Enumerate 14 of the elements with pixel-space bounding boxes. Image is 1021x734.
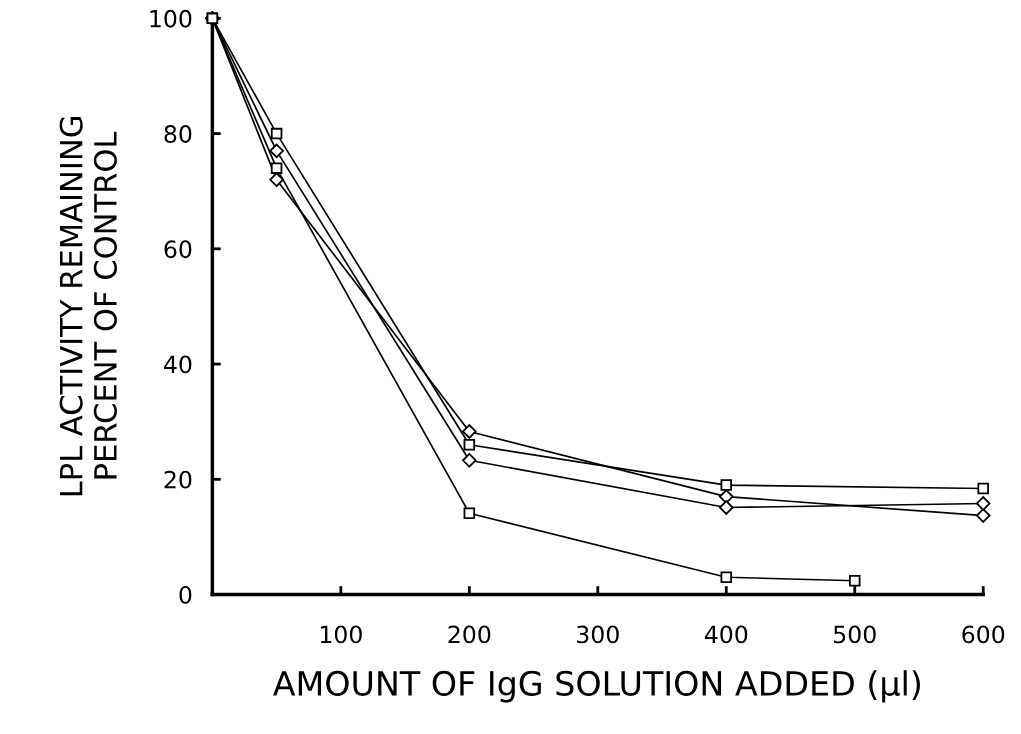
- x-tick-label: 400: [704, 625, 748, 644]
- y-tick-label: 0: [179, 585, 192, 604]
- y-tick-label: 60: [164, 240, 192, 259]
- y-tick-label: 100: [150, 9, 192, 28]
- y-axis-title: LPL ACTIVITY REMAINING PERCENT OF CONTROL: [59, 117, 117, 496]
- x-tick-label: 300: [577, 625, 619, 644]
- y-tick-label: 20: [164, 470, 192, 489]
- y-tick-label: 80: [164, 125, 192, 143]
- x-tick-label: 600: [962, 625, 1005, 644]
- x-axis-title: AMOUNT OF IgG SOLUTION ADDED (µl): [273, 670, 920, 703]
- y-tick-label: 40: [164, 355, 192, 374]
- x-tick-label: 100: [320, 625, 362, 644]
- x-tick-label: 200: [448, 625, 491, 644]
- x-tick-label: 500: [834, 625, 876, 644]
